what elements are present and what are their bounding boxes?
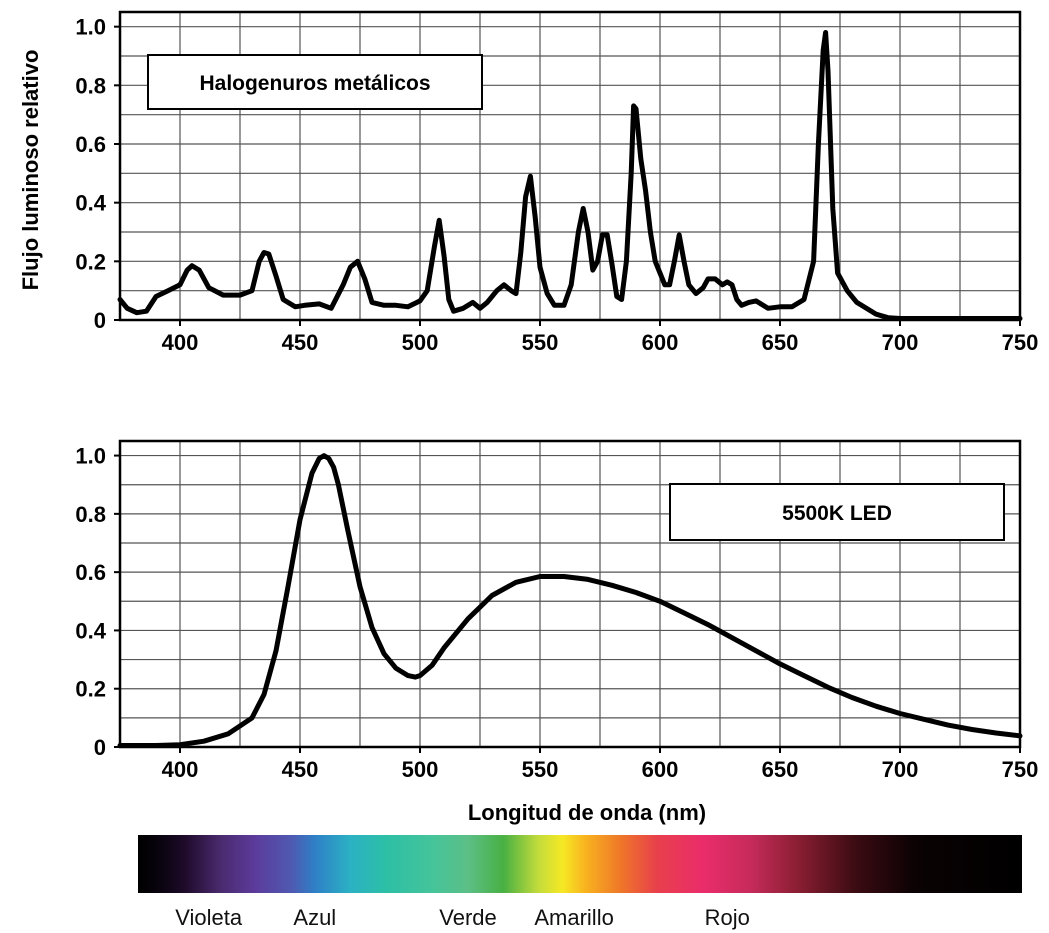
x-tick-label: 600 bbox=[642, 330, 679, 355]
x-tick-label: 550 bbox=[522, 330, 559, 355]
spectrum-labels: Violeta Azul Verde Amarillo Rojo bbox=[175, 905, 750, 930]
x-tick-label: 750 bbox=[1002, 330, 1039, 355]
spectrum-label: Amarillo bbox=[534, 905, 613, 930]
y-tick-label: 0.6 bbox=[75, 132, 106, 157]
x-tick-label: 450 bbox=[282, 757, 319, 782]
x-tick-label: 500 bbox=[402, 330, 439, 355]
x-tick-label: 550 bbox=[522, 757, 559, 782]
spectrum-label: Verde bbox=[439, 905, 497, 930]
plot-frame bbox=[118, 439, 1022, 749]
y-tick-label: 0.2 bbox=[75, 249, 106, 274]
x-tick-label: 450 bbox=[282, 330, 319, 355]
y-tick-label: 1.0 bbox=[75, 444, 106, 469]
y-axis-title: Flujo luminoso relativo bbox=[18, 50, 43, 291]
x-tick-label: 750 bbox=[1002, 757, 1039, 782]
chart-title: 5500K LED bbox=[782, 502, 892, 525]
x-tick-label: 650 bbox=[762, 757, 799, 782]
title-box bbox=[147, 54, 483, 110]
y-tick-label: 0.6 bbox=[75, 560, 106, 585]
plot-frame bbox=[118, 10, 1022, 322]
y-tick-label: 0 bbox=[94, 308, 106, 333]
x-tick-label: 400 bbox=[162, 757, 199, 782]
x-tick-label: 600 bbox=[642, 757, 679, 782]
y-tick-label: 0.8 bbox=[75, 73, 106, 98]
x-tick-label: 650 bbox=[762, 330, 799, 355]
x-tick-label: 700 bbox=[882, 330, 919, 355]
y-tick-label: 0 bbox=[94, 735, 106, 760]
y-tick-label: 0.2 bbox=[75, 677, 106, 702]
y-tick-label: 0.4 bbox=[75, 191, 106, 216]
spectrum-label: Azul bbox=[293, 905, 336, 930]
series-line bbox=[117, 453, 1023, 748]
x-axis-title: Longitud de onda (nm) bbox=[468, 800, 706, 825]
chart-title: Halogenuros metálicos bbox=[199, 72, 430, 95]
x-tick-label: 400 bbox=[162, 330, 199, 355]
spectrum-label: Rojo bbox=[705, 905, 750, 930]
chart-led: 400 450 500 550 600 650 700 750 0 0.2 0.4 0.6 0.8 1.0… bbox=[75, 439, 1039, 782]
visible-spectrum-bar bbox=[138, 835, 1022, 893]
y-tick-label: 0.4 bbox=[75, 618, 106, 643]
x-tick-label: 700 bbox=[882, 757, 919, 782]
chart-metal-halide: 400 450 500 550 600 650 700 750 0 0.2 0.4 0.6 0.8 1.0… bbox=[75, 10, 1039, 355]
y-tick-label: 1.0 bbox=[75, 15, 106, 40]
spectrum-label: Violeta bbox=[175, 905, 243, 930]
x-tick-label: 500 bbox=[402, 757, 439, 782]
title-box bbox=[669, 483, 1005, 541]
series-line bbox=[117, 30, 1023, 321]
y-tick-label: 0.8 bbox=[75, 502, 106, 527]
